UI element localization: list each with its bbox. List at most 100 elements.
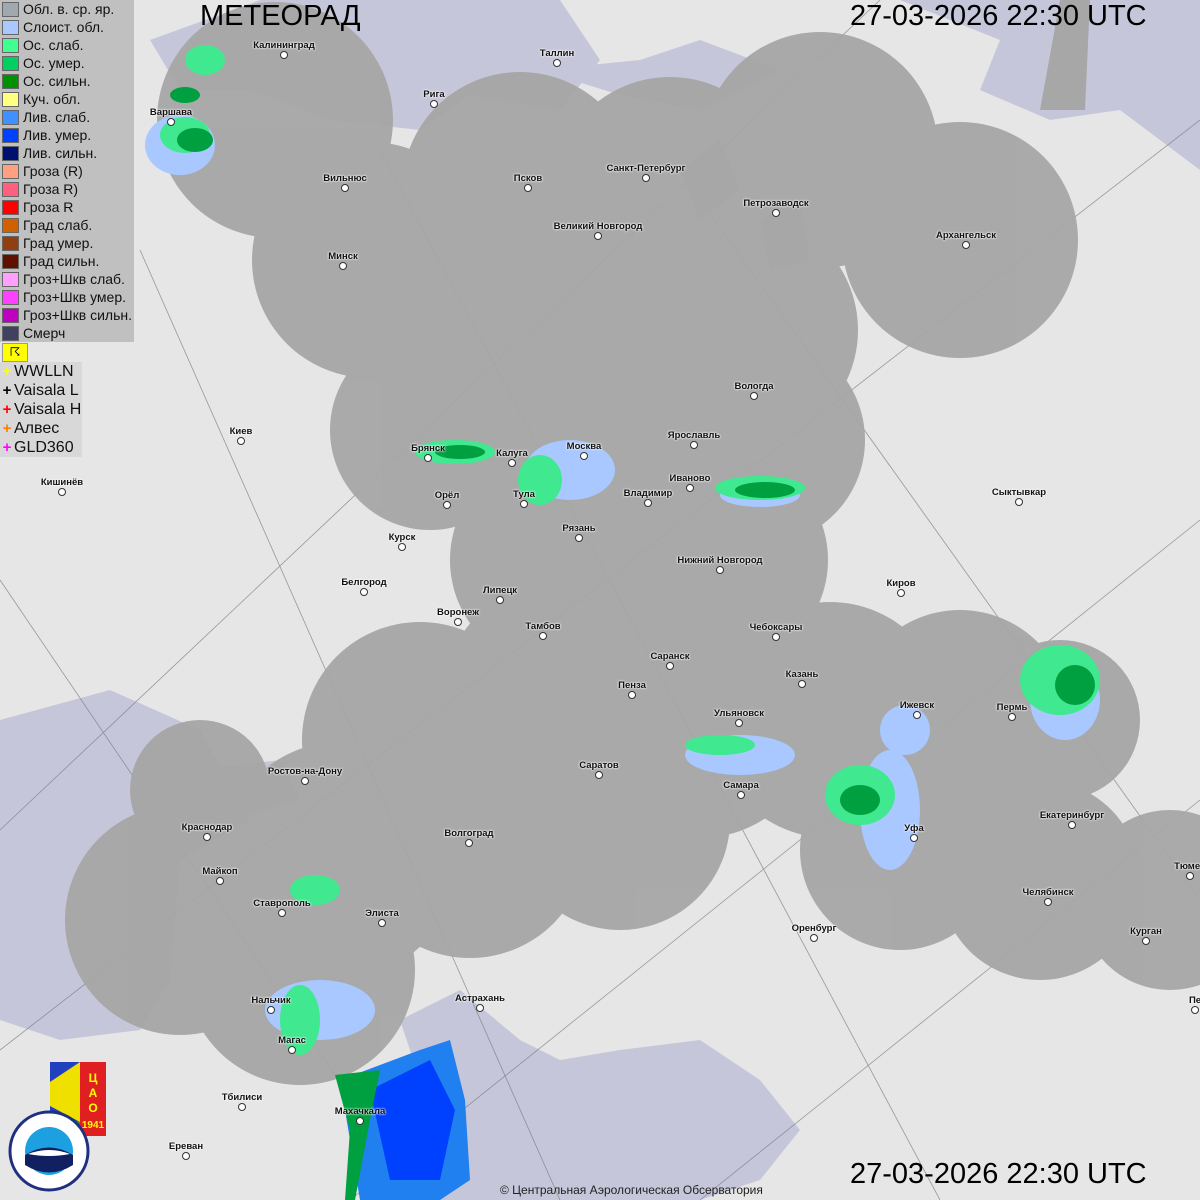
legend-label: Ос. сильн. [23,73,91,89]
lightning-network-item: + Алвес [0,419,82,438]
legend-swatch [2,127,19,143]
city-label: Казань [785,669,819,680]
dagestan-green-edge [335,1070,380,1200]
city-marker-icon [520,500,528,508]
legend-swatch [2,163,19,179]
precipitation [145,45,1100,1200]
legend-label: Гроз+Шкв сильн. [23,307,132,323]
city-marker-icon [737,791,745,799]
city-marker-icon [539,632,547,640]
city-label: Тбилиси [221,1092,263,1103]
moderate-rain [170,87,1095,815]
legend-item: Гроза (R) [0,162,134,180]
city-label: Таллин [539,48,575,59]
city-marker-icon [454,618,462,626]
legend-swatch [2,145,19,161]
city-marker-icon [280,51,288,59]
lightning-legend: + WWLLN + Vaisala L + Vaisala H + Алвес + GLD360 [0,362,82,457]
city-label: Сыктывкар [991,487,1047,498]
city-label: Архангельск [936,230,996,241]
legend-item: Ос. сильн. [0,72,134,90]
city-label: Пенза [618,680,646,691]
city-label: Киев [229,426,253,437]
city-marker-icon [595,771,603,779]
dagestan-heavy-rain [370,1060,455,1180]
city-label: Нижний Новгород [677,555,763,566]
legend-item: Ос. умер. [0,54,134,72]
city-marker-icon [1044,898,1052,906]
legend-swatch [2,19,19,35]
legend-swatch [2,253,19,269]
city-marker-icon [810,934,818,942]
legend-item: Лив. сильн. [0,144,134,162]
city-marker-icon [1142,937,1150,945]
city-label: Минск [328,251,358,262]
lightning-cross-icon: + [2,363,12,380]
city-marker-icon [686,484,694,492]
city-marker-icon [644,499,652,507]
city-marker-icon [666,662,674,670]
legend-swatch [2,109,19,125]
city-marker-icon [690,441,698,449]
lightning-network-item: + Vaisala L [0,381,82,400]
city-marker-icon [378,919,386,927]
legend-swatch [2,199,19,215]
lightning-network-item: + WWLLN [0,362,82,381]
lightning-network-item: + GLD360 [0,438,82,457]
legend-item: Обл. в. ср. яр. [0,0,134,18]
city-marker-icon [962,241,970,249]
city-label: Петрозаводск [743,198,809,209]
legend-item: Гроза R [0,198,134,216]
city-marker-icon [267,1006,275,1014]
lightning-label: Vaisala H [14,400,82,418]
city-label: Вологда [734,381,774,392]
legend-label: Смерч [23,325,66,341]
city-label: Ереван [168,1141,204,1152]
city-marker-icon [897,589,905,597]
city-label: Магас [278,1035,306,1046]
legend-item: Лив. умер. [0,126,134,144]
lightning-cross-icon: + [2,382,12,399]
city-label: Тамбов [525,621,561,632]
city-label: Курск [388,532,416,543]
legend-swatch [2,235,19,251]
lightning-cross-icon: + [2,439,12,456]
city-marker-icon [553,59,561,67]
city-label: Ярославль [667,430,721,441]
legend-item: Гроз+Шкв сильн. [0,306,134,324]
city-label: Вильнюс [323,173,367,184]
legend-label: Лив. слаб. [23,109,91,125]
city-marker-icon [360,588,368,596]
legend-swatch [2,1,19,17]
city-marker-icon [301,777,309,785]
city-label: Калининград [253,40,315,51]
legend-swatch [2,181,19,197]
legend-item: Гроза R) [0,180,134,198]
legend-label: Лив. сильн. [23,145,98,161]
city-marker-icon [913,711,921,719]
city-marker-icon [1008,713,1016,721]
city-label: Саранск [650,651,690,662]
lightning-label: GLD360 [14,438,74,456]
city-label: Волгоград [444,828,494,839]
city-label: Москва [566,441,602,452]
city-label: Тула [513,489,535,500]
legend-label: Град слаб. [23,217,93,233]
city-marker-icon [288,1046,296,1054]
city-label: Курган [1130,926,1162,937]
city-marker-icon [424,454,432,462]
city-marker-icon [1068,821,1076,829]
city-marker-icon [628,691,636,699]
city-marker-icon [716,566,724,574]
city-label: Чебоксары [749,622,803,633]
city-label: Белгород [341,577,387,588]
legend-item: Лив. слаб. [0,108,134,126]
city-marker-icon [339,262,347,270]
legend-label: Град умер. [23,235,94,251]
lightning-toggle-flag-icon[interactable]: ☈ [2,343,28,362]
city-label: Оренбург [791,923,837,934]
city-marker-icon [750,392,758,400]
city-label: Рига [423,89,445,100]
city-marker-icon [508,459,516,467]
